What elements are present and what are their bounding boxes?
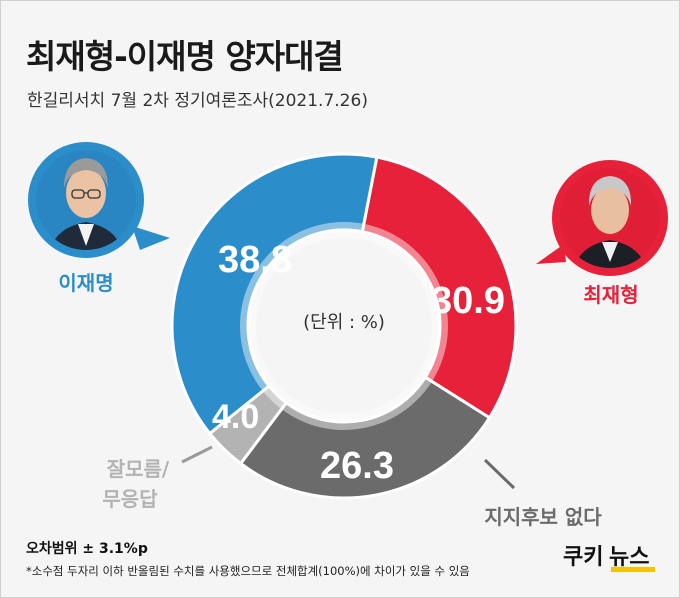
inner-ring-band bbox=[240, 222, 448, 430]
value-label-lee: 38.8 bbox=[218, 239, 292, 281]
page-subtitle: 한길리서치 7월 2차 정기여론조사(2021.7.26) bbox=[27, 91, 368, 111]
inner-ring bbox=[240, 222, 448, 430]
donut-hole bbox=[256, 238, 432, 414]
legend-dk-line2: 무응답 bbox=[102, 487, 158, 511]
dk-leader-line bbox=[181, 445, 213, 464]
legend-lee: 이재명 bbox=[58, 271, 113, 295]
choi-portrait-bubble bbox=[536, 160, 668, 276]
lee-bubble-tail bbox=[132, 226, 170, 250]
legend-none: 지지후보 없다 bbox=[484, 505, 602, 529]
page-title: 최재형-이재명 양자대결 bbox=[26, 37, 344, 76]
legend-choi: 최재형 bbox=[583, 283, 638, 307]
value-label-choi: 30.9 bbox=[431, 280, 505, 322]
lee-portrait-bubble bbox=[28, 142, 170, 258]
slice-choi bbox=[360, 155, 518, 420]
none-leader-line bbox=[483, 458, 516, 490]
margin-of-error: 오차범위 ± 3.1%p bbox=[26, 541, 148, 557]
legend-dk-line1: 잘모름/ bbox=[107, 457, 170, 481]
value-label-dk: 4.0 bbox=[212, 398, 259, 436]
logo-text-2: 뉴스 bbox=[609, 545, 649, 570]
unit-label: (단위 : %) bbox=[303, 312, 385, 333]
slice-none bbox=[238, 375, 492, 500]
value-label-none: 26.3 bbox=[320, 445, 394, 487]
kuki-news-logo: 쿠키 뉴스 bbox=[563, 545, 655, 572]
footnote: *소수점 두자리 이하 반올림된 수치를 사용했으므로 전체합계(100%)에 … bbox=[26, 564, 470, 578]
logo-underline bbox=[611, 567, 655, 572]
donut-slices bbox=[170, 152, 518, 500]
logo-text-1: 쿠키 bbox=[563, 545, 603, 570]
slice-lee bbox=[170, 152, 379, 436]
choi-bubble-tail bbox=[536, 244, 566, 264]
